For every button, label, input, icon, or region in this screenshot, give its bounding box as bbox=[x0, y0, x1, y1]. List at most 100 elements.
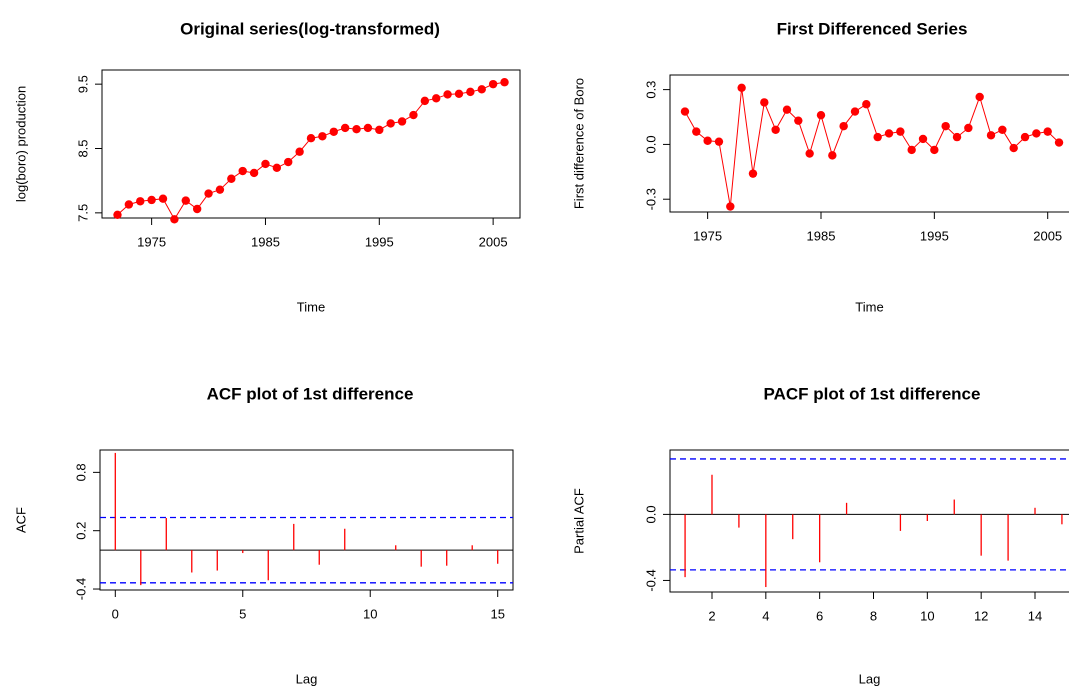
point bbox=[975, 92, 984, 102]
point bbox=[703, 136, 712, 145]
point bbox=[306, 134, 316, 143]
x-tick-label: 8 bbox=[870, 608, 877, 623]
x-tick-label: 1985 bbox=[807, 228, 836, 243]
y-tick-label: 0.3 bbox=[643, 81, 658, 99]
point bbox=[238, 166, 247, 176]
point bbox=[760, 98, 769, 107]
point bbox=[680, 107, 690, 116]
point bbox=[952, 132, 962, 142]
point bbox=[998, 125, 1007, 134]
point bbox=[397, 117, 407, 126]
point bbox=[737, 83, 746, 92]
point bbox=[930, 145, 939, 155]
point bbox=[375, 125, 384, 135]
point bbox=[850, 107, 860, 116]
point bbox=[443, 90, 452, 99]
series-line bbox=[684, 87, 1060, 207]
point bbox=[986, 131, 996, 140]
point bbox=[432, 94, 441, 103]
point bbox=[249, 168, 259, 178]
x-tick-label: 1995 bbox=[920, 228, 949, 243]
point bbox=[363, 123, 373, 133]
plot-frame bbox=[669, 449, 1069, 593]
point bbox=[805, 149, 814, 158]
x-tick-label: 0 bbox=[112, 606, 119, 621]
x-tick-label: 10 bbox=[920, 608, 934, 623]
point bbox=[907, 145, 916, 155]
x-tick-label: 10 bbox=[363, 606, 377, 621]
x-tick-label: 1975 bbox=[137, 234, 166, 249]
point bbox=[771, 125, 780, 134]
y-tick-label: 8.5 bbox=[75, 139, 90, 157]
x-tick-label: 1995 bbox=[365, 234, 394, 249]
x-tick-label: 1975 bbox=[693, 228, 722, 243]
point bbox=[295, 147, 304, 156]
point bbox=[284, 157, 293, 167]
point bbox=[192, 204, 202, 214]
point bbox=[816, 110, 826, 120]
point bbox=[782, 105, 792, 114]
x-axis-label: Time bbox=[855, 299, 883, 314]
point bbox=[124, 200, 134, 209]
point bbox=[1054, 138, 1064, 147]
point bbox=[466, 87, 475, 97]
point bbox=[896, 127, 905, 136]
x-tick-label: 1985 bbox=[251, 234, 280, 249]
plot-frame bbox=[669, 74, 1069, 213]
point bbox=[318, 132, 327, 141]
point bbox=[329, 127, 338, 136]
y-tick-label: 7.5 bbox=[75, 204, 90, 222]
y-tick-label: 9.5 bbox=[75, 75, 90, 93]
y-axis-label: ACF bbox=[13, 507, 28, 533]
series-line bbox=[117, 81, 505, 221]
point bbox=[918, 134, 928, 144]
x-tick-label: 5 bbox=[239, 606, 246, 621]
y-tick-label: 0.8 bbox=[73, 463, 88, 481]
y-tick-label: -0.4 bbox=[73, 578, 88, 600]
x-tick-label: 15 bbox=[490, 606, 504, 621]
point bbox=[136, 197, 145, 206]
x-tick-label: 2005 bbox=[479, 234, 508, 249]
point bbox=[227, 174, 236, 183]
y-tick-label: -0.4 bbox=[643, 569, 658, 591]
point bbox=[386, 119, 395, 128]
point bbox=[477, 85, 486, 94]
y-axis-label: First difference of Boro bbox=[571, 78, 586, 209]
point bbox=[272, 163, 282, 173]
point bbox=[692, 127, 701, 136]
point bbox=[964, 123, 973, 133]
point bbox=[714, 137, 724, 146]
plot-frame bbox=[99, 449, 514, 591]
y-tick-label: 0.0 bbox=[643, 505, 658, 523]
point bbox=[1020, 132, 1030, 142]
point bbox=[215, 185, 225, 194]
point bbox=[748, 169, 758, 178]
point bbox=[884, 129, 894, 138]
point bbox=[170, 215, 179, 224]
y-tick-label: 0.2 bbox=[73, 522, 88, 540]
point bbox=[941, 121, 950, 131]
point bbox=[204, 189, 213, 198]
plot-frame bbox=[101, 69, 521, 219]
y-tick-label: -0.3 bbox=[643, 188, 658, 210]
y-axis-label: log(boro) production bbox=[13, 86, 28, 202]
x-tick-label: 12 bbox=[974, 608, 988, 623]
chart-title: First Differenced Series bbox=[777, 19, 968, 38]
point bbox=[181, 196, 190, 205]
chart-title: ACF plot of 1st difference bbox=[207, 384, 414, 403]
x-tick-label: 2005 bbox=[1033, 228, 1062, 243]
chart-title: Original series(log-transformed) bbox=[180, 19, 440, 38]
point bbox=[726, 202, 735, 211]
chart-title: PACF plot of 1st difference bbox=[764, 384, 981, 403]
point bbox=[1043, 127, 1052, 136]
point bbox=[420, 96, 430, 106]
point bbox=[828, 151, 837, 160]
x-axis-label: Time bbox=[297, 299, 325, 314]
x-axis-label: Lag bbox=[859, 671, 881, 686]
point bbox=[409, 110, 418, 120]
x-tick-label: 14 bbox=[1028, 608, 1042, 623]
x-tick-label: 2 bbox=[708, 608, 715, 623]
point bbox=[454, 89, 464, 99]
x-tick-label: 4 bbox=[762, 608, 769, 623]
point bbox=[839, 121, 848, 131]
